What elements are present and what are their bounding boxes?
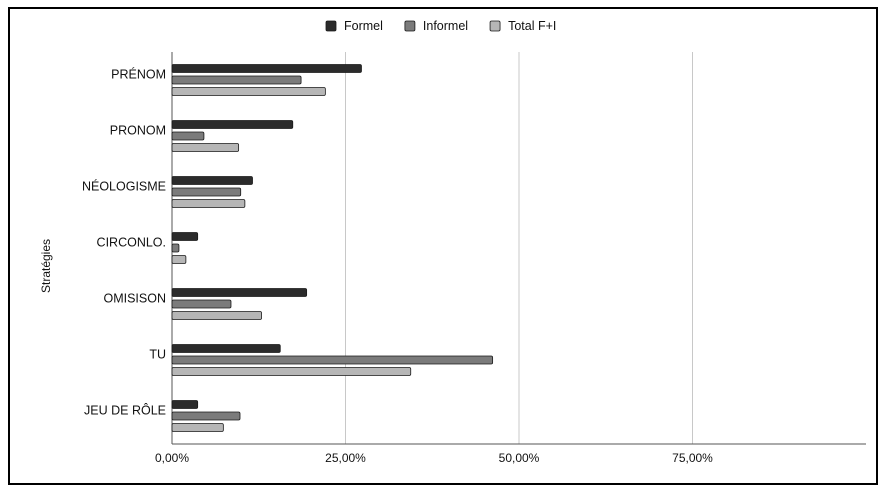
bar-omisison-informel	[171, 299, 232, 309]
x-tick-label-2: 50,00%	[499, 451, 540, 465]
bar-omisison-formel	[171, 288, 308, 297]
legend-label-total-f-i: Total F+I	[508, 19, 556, 33]
x-tick-label-1: 25,00%	[325, 451, 366, 465]
bar-pronom-formel	[171, 120, 294, 129]
x-tick-label-3: 75,00%	[672, 451, 713, 465]
bar-tu-formel	[171, 344, 281, 353]
category-labels: PRÉNOM PRONOM NÉOLOGISME CIRCONLO. OMISISON T…	[82, 66, 166, 417]
x-tick-labels: 0,00% 25,00% 50,00% 75,00%	[155, 451, 713, 465]
bar-omisison-total-f-i	[171, 311, 262, 320]
bar-neologisme-total-f-i	[171, 199, 246, 208]
category-label-neologisme: NÉOLOGISME	[82, 178, 166, 193]
bar-tu-total-f-i	[171, 367, 412, 376]
gridlines	[171, 52, 866, 445]
bar-prenom-total-f-i	[171, 87, 326, 96]
bars	[171, 64, 494, 432]
legend-label-formel: Formel	[344, 19, 383, 33]
category-label-jeu-de-role: JEU DE RÔLE	[84, 402, 166, 417]
category-label-omisison: OMISISON	[103, 291, 166, 305]
bar-neologisme-formel	[171, 176, 253, 185]
legend: Formel Informel Total F+I	[325, 19, 556, 33]
y-axis-title: Stratégies	[39, 239, 53, 293]
category-label-tu: TU	[149, 347, 166, 361]
bar-tu-informel	[171, 355, 494, 365]
legend-swatch-informel	[404, 20, 416, 32]
bar-pronom-total-f-i	[171, 143, 240, 152]
bar-circonlo-informel	[171, 243, 180, 253]
legend-swatch-formel	[325, 20, 337, 32]
bar-circonlo-total-f-i	[171, 255, 187, 264]
bar-prenom-informel	[171, 75, 302, 85]
category-label-circonlo: CIRCONLO.	[97, 235, 166, 249]
bar-jeu-de-role-informel	[171, 411, 241, 421]
category-label-prenom: PRÉNOM	[111, 66, 166, 81]
bar-prenom-formel	[171, 64, 362, 73]
bar-jeu-de-role-formel	[171, 400, 199, 409]
bar-jeu-de-role-total-f-i	[171, 423, 224, 432]
bar-pronom-informel	[171, 131, 205, 141]
legend-label-informel: Informel	[423, 19, 468, 33]
x-tick-label-0: 0,00%	[155, 451, 189, 465]
bar-circonlo-formel	[171, 232, 199, 241]
category-label-pronom: PRONOM	[110, 123, 166, 137]
bar-neologisme-informel	[171, 187, 242, 197]
chart-frame	[8, 7, 878, 485]
legend-swatch-total-f-i	[489, 20, 501, 32]
